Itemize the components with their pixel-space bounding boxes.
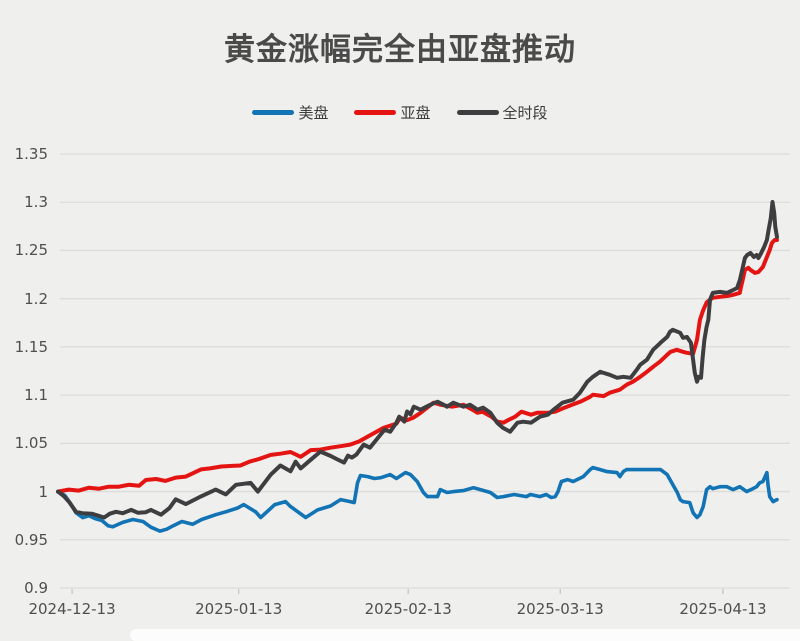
y-axis-label: 1.35 [14,145,48,163]
x-axis-label: 2024-12-13 [28,600,116,618]
y-axis-label: 1.2 [24,289,48,308]
series-line-全时段 [56,200,779,520]
y-axis-label: 1.1 [24,386,48,405]
y-axis-label: 1.25 [14,241,48,260]
y-axis-label: 1.3 [24,193,48,212]
y-axis-label: 1 [38,482,48,501]
line-swatch-icon [456,110,499,115]
x-axis-label: 2025-01-13 [195,600,283,618]
line-swatch-icon [354,110,397,115]
legend-item-us-session: 美盘 [252,102,328,123]
y-axis-label: 1.05 [14,434,48,453]
legend: 美盘 亚盘 全时段 [0,102,800,123]
chart-title: 黄金涨幅完全由亚盘推动 [224,32,576,68]
x-axis-label: 2025-04-13 [679,600,767,618]
page-background-strip [130,629,800,641]
legend-label-asia-session: 亚盘 [400,104,431,122]
y-axis-label: 0.95 [14,530,48,549]
series-line-美盘 [56,465,779,533]
series-line-亚盘 [56,238,779,494]
x-axis-label: 2025-03-13 [516,600,604,618]
x-axis-label: 2025-02-13 [364,600,452,618]
legend-item-asia-session: 亚盘 [354,102,431,123]
y-axis-label: 1.15 [14,337,48,356]
y-axis-label: 0.9 [24,579,48,597]
line-swatch-icon [252,110,295,115]
legend-label-all-session: 全时段 [502,104,548,122]
legend-label-us-session: 美盘 [298,104,329,122]
legend-item-all-session: 全时段 [456,102,548,123]
